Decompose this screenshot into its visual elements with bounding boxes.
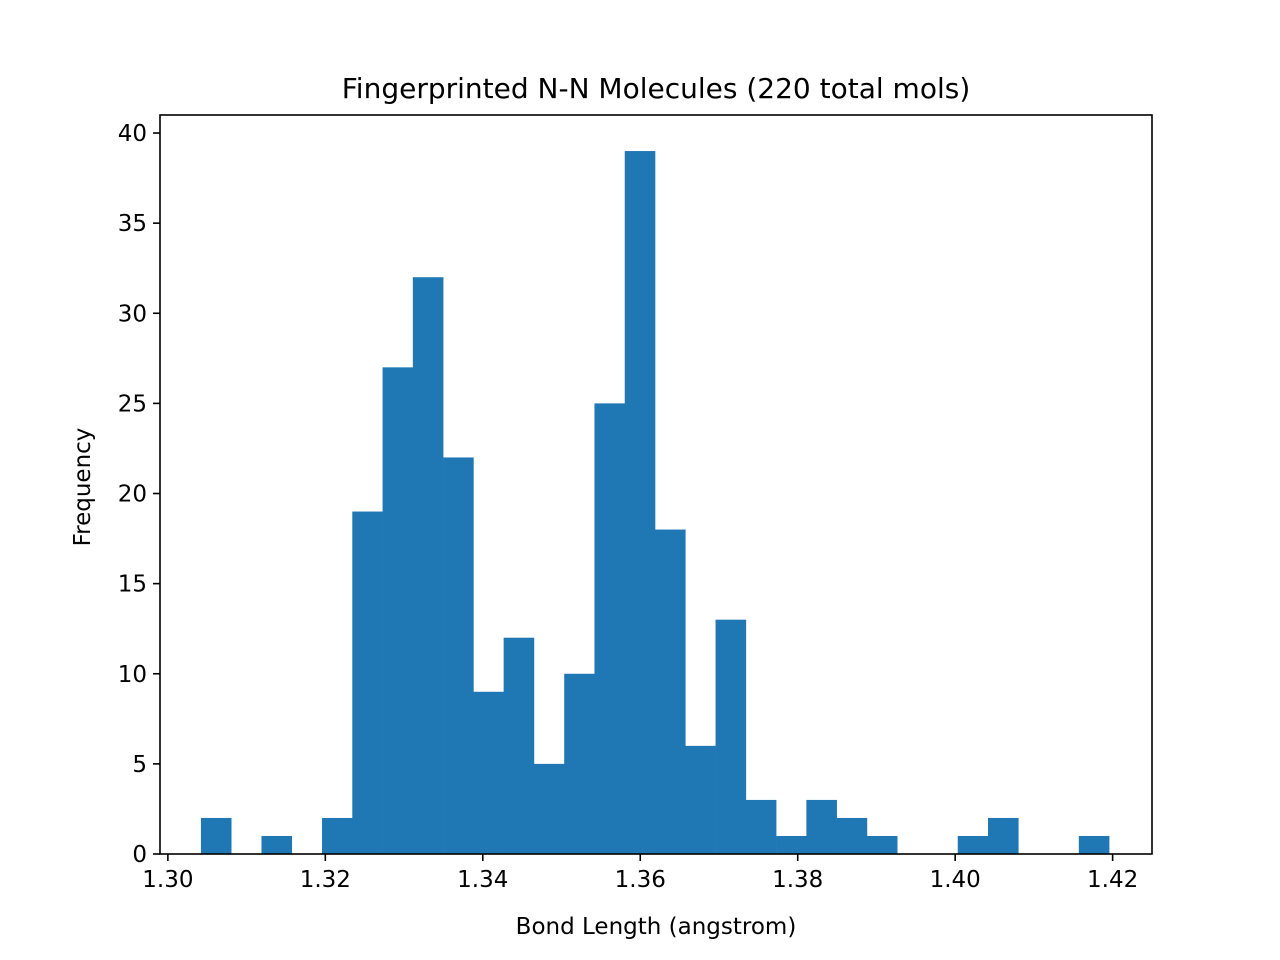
histogram-bar — [594, 403, 626, 854]
histogram-bar — [473, 691, 504, 854]
histogram-bar — [715, 619, 747, 854]
histogram-bar — [412, 277, 444, 855]
y-tick-label: 10 — [118, 662, 147, 688]
histogram-bar — [957, 835, 989, 854]
histogram-bar — [685, 745, 716, 854]
y-tick-label: 35 — [118, 211, 147, 237]
histogram-bar — [322, 817, 353, 854]
x-axis-ticks: 1.30 1.32 1.34 1.36 1.38 1.40 1.42 — [142, 854, 1138, 893]
x-tick-label: 1.42 — [1087, 867, 1138, 893]
histogram-bar — [443, 457, 474, 854]
histogram-bar — [836, 817, 868, 854]
histogram-bar — [988, 817, 1019, 854]
y-tick-label: 20 — [118, 482, 147, 508]
y-axis-ticks: 0 5 10 15 20 25 30 35 40 — [118, 121, 160, 868]
histogram-bar — [866, 835, 898, 854]
histogram-bar — [200, 817, 232, 854]
x-tick-label: 1.40 — [930, 867, 981, 893]
y-tick-label: 0 — [132, 842, 147, 868]
y-tick-label: 5 — [132, 752, 147, 778]
histogram-bar — [624, 151, 656, 855]
chart-title: Fingerprinted N-N Molecules (220 total m… — [342, 72, 971, 105]
histogram-bar — [382, 367, 414, 854]
histogram-bar — [655, 529, 686, 854]
y-tick-label: 25 — [118, 391, 147, 417]
y-axis-label: Frequency — [70, 428, 96, 547]
y-tick-label: 40 — [118, 121, 147, 147]
x-tick-label: 1.34 — [457, 867, 508, 893]
histogram-bar — [1078, 835, 1110, 854]
histogram-bar — [352, 511, 383, 854]
x-axis-label: Bond Length (angstrom) — [516, 914, 797, 940]
histogram-bar — [503, 637, 535, 854]
histogram-bar — [745, 799, 777, 854]
bars-group — [200, 151, 1110, 855]
histogram-bar — [564, 673, 595, 854]
histogram-bar — [806, 799, 837, 854]
y-tick-label: 15 — [118, 572, 147, 598]
y-tick-label: 30 — [118, 301, 147, 327]
x-tick-label: 1.30 — [142, 867, 193, 893]
x-tick-label: 1.38 — [772, 867, 823, 893]
x-tick-label: 1.36 — [615, 867, 666, 893]
plot-frame — [159, 114, 1153, 855]
x-tick-label: 1.32 — [300, 867, 351, 893]
histogram-bar — [261, 835, 293, 854]
histogram-bar — [533, 763, 565, 854]
histogram-bar — [776, 835, 807, 854]
